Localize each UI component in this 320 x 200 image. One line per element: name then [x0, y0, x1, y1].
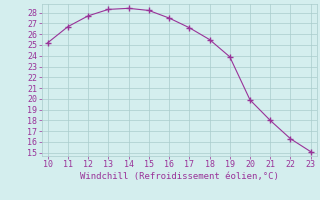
X-axis label: Windchill (Refroidissement éolien,°C): Windchill (Refroidissement éolien,°C): [80, 172, 279, 181]
